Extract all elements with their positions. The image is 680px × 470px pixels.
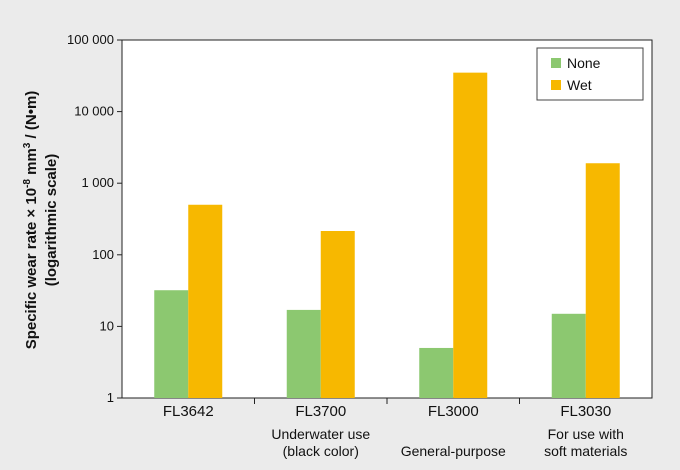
legend-swatch-none: [551, 58, 561, 68]
x-category-label: FL3700: [295, 403, 346, 420]
x-category-label: FL3000: [428, 403, 479, 420]
x-axis-labels: FL3642 FL3700 Underwater use(black color) F…: [163, 398, 627, 459]
y-tick-label: 100: [92, 247, 114, 262]
x-category-sublabel: For use with: [548, 426, 624, 442]
y-axis-title-line1: Specific wear rate × 10-8 mm3 / (N•m): [22, 91, 40, 350]
bar-wet-fl3030: [585, 163, 620, 398]
legend-label-none: None: [567, 55, 601, 71]
bar-wet-fl3700: [320, 230, 355, 398]
y-tick-label: 100 000: [67, 32, 114, 47]
y-axis-title: Specific wear rate × 10-8 mm3 / (N•m) (l…: [22, 91, 60, 350]
legend-box: [536, 47, 644, 101]
bars: [154, 72, 620, 399]
y-tick-label: 10: [100, 318, 114, 333]
y-axis-title-line2: (logarithmic scale): [43, 154, 60, 287]
bar-none-fl3700: [286, 309, 321, 398]
x-category-sublabel: General-purpose: [401, 443, 506, 459]
bar-wet-fl3642: [188, 204, 223, 398]
y-tick-label: 10 000: [74, 104, 114, 119]
y-tick-label: 1 000: [81, 175, 114, 190]
x-category-sublabel: soft materials: [544, 443, 627, 459]
legend-label-wet: Wet: [567, 77, 592, 93]
y-tick-label: 1: [107, 390, 114, 405]
x-category-sublabel: Underwater use: [271, 426, 370, 442]
legend-swatch-wet: [551, 80, 561, 90]
bar-none-fl3642: [154, 290, 189, 398]
bar-none-fl3030: [551, 313, 586, 398]
bar-none-fl3000: [419, 347, 454, 398]
x-category-label: FL3642: [163, 403, 214, 420]
x-category-label: FL3030: [560, 403, 611, 420]
y-axis: 1 10 100 1 000 10 000 100 000: [67, 32, 122, 405]
x-category-sublabel: (black color): [283, 443, 359, 459]
legend: None Wet: [536, 47, 644, 101]
bar-wet-fl3000: [453, 72, 488, 399]
